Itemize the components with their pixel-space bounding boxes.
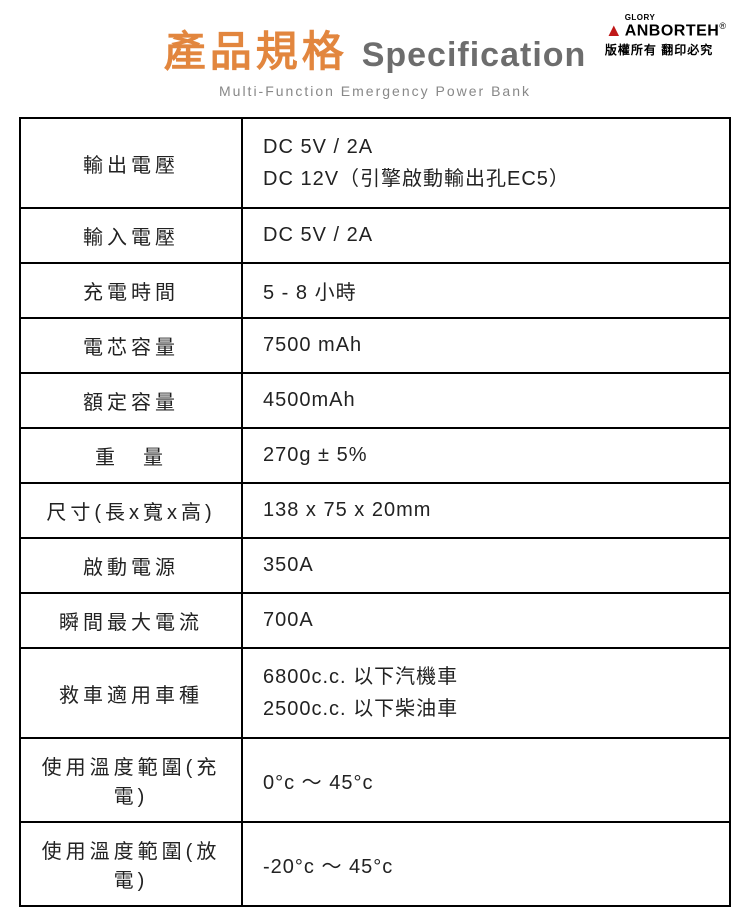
spec-value: 138 x 75 x 20mm bbox=[242, 483, 730, 538]
spec-label: 啟動電源 bbox=[20, 538, 242, 593]
spec-label: 輸入電壓 bbox=[20, 208, 242, 263]
spec-label: 瞬間最大電流 bbox=[20, 593, 242, 648]
spec-value: 0°c ～ 45°c bbox=[242, 738, 730, 822]
title-en: Specification bbox=[362, 36, 587, 75]
table-row: 輸出電壓DC 5V / 2ADC 12V（引擎啟動輸出孔EC5） bbox=[20, 118, 730, 208]
brand-big: ANBORTEH bbox=[625, 22, 720, 39]
spec-value: 700A bbox=[242, 593, 730, 648]
spec-value: 7500 mAh bbox=[242, 318, 730, 373]
spec-label: 救車適用車種 bbox=[20, 648, 242, 738]
table-row: 使用溫度範圍(放電)-20°c ～ 45°c bbox=[20, 822, 730, 906]
spec-label: 輸出電壓 bbox=[20, 118, 242, 208]
spec-label: 充電時間 bbox=[20, 263, 242, 318]
spec-label: 使用溫度範圍(充電) bbox=[20, 738, 242, 822]
table-row: 瞬間最大電流700A bbox=[20, 593, 730, 648]
spec-value: 5 - 8 小時 bbox=[242, 263, 730, 318]
spec-value: DC 5V / 2A bbox=[242, 208, 730, 263]
brand-logo: ▲ GLORY ANBORTEH® bbox=[605, 14, 726, 39]
title-cn: 產品規格 bbox=[164, 18, 348, 79]
table-row: 電芯容量7500 mAh bbox=[20, 318, 730, 373]
spec-label: 使用溫度範圍(放電) bbox=[20, 822, 242, 906]
spec-table: 輸出電壓DC 5V / 2ADC 12V（引擎啟動輸出孔EC5）輸入電壓DC 5… bbox=[19, 117, 731, 907]
table-row: 輸入電壓DC 5V / 2A bbox=[20, 208, 730, 263]
table-row: 使用溫度範圍(充電)0°c ～ 45°c bbox=[20, 738, 730, 822]
brand-triangle-icon: ▲ bbox=[605, 21, 623, 39]
spec-value: DC 5V / 2ADC 12V（引擎啟動輸出孔EC5） bbox=[242, 118, 730, 208]
spec-label: 電芯容量 bbox=[20, 318, 242, 373]
spec-value: 350A bbox=[242, 538, 730, 593]
table-row: 尺寸(長x寬x高)138 x 75 x 20mm bbox=[20, 483, 730, 538]
spec-value: 270g ± 5% bbox=[242, 428, 730, 483]
table-row: 重 量270g ± 5% bbox=[20, 428, 730, 483]
brand-block: ▲ GLORY ANBORTEH® 版權所有 翻印必究 bbox=[605, 14, 726, 58]
brand-text: GLORY ANBORTEH® bbox=[625, 14, 726, 39]
table-row: 額定容量4500mAh bbox=[20, 373, 730, 428]
brand-small: GLORY bbox=[625, 14, 726, 22]
subtitle: Multi-Function Emergency Power Bank bbox=[20, 83, 730, 99]
spec-value: 4500mAh bbox=[242, 373, 730, 428]
table-row: 救車適用車種6800c.c. 以下汽機車2500c.c. 以下柴油車 bbox=[20, 648, 730, 738]
brand-sub: 版權所有 翻印必究 bbox=[605, 41, 726, 58]
spec-label: 額定容量 bbox=[20, 373, 242, 428]
spec-value: 6800c.c. 以下汽機車2500c.c. 以下柴油車 bbox=[242, 648, 730, 738]
spec-value: -20°c ～ 45°c bbox=[242, 822, 730, 906]
table-row: 充電時間5 - 8 小時 bbox=[20, 263, 730, 318]
spec-label: 重 量 bbox=[20, 428, 242, 483]
table-row: 啟動電源350A bbox=[20, 538, 730, 593]
brand-reg: ® bbox=[719, 21, 726, 31]
header: 產品規格 Specification Multi-Function Emerge… bbox=[0, 0, 750, 105]
spec-label: 尺寸(長x寬x高) bbox=[20, 483, 242, 538]
